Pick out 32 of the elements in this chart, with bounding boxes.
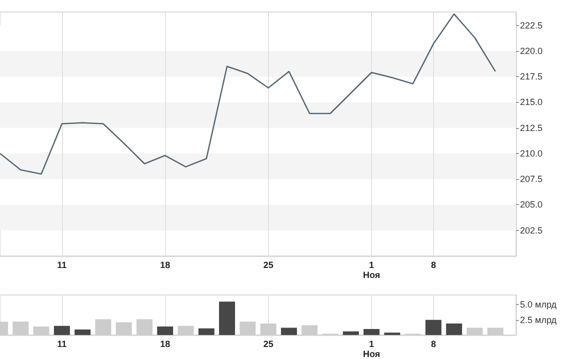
bar	[280, 328, 297, 335]
bar	[364, 328, 380, 335]
x-tick-label: 1 Ноя	[362, 260, 380, 280]
y-tick-label: 5.0 млрд	[520, 300, 558, 310]
x-tick-label: 18	[160, 260, 170, 270]
x-tick-label: 8	[430, 260, 436, 270]
x-tick-label: 25	[263, 339, 274, 349]
y-tick-label: 220.0	[520, 46, 543, 56]
bar	[219, 302, 236, 335]
x-tick-label: 25	[263, 260, 274, 270]
y-tick-label: 207.5	[520, 174, 543, 184]
bar	[157, 326, 174, 335]
bar	[446, 323, 462, 335]
y-tick-label: 212.5	[520, 122, 543, 133]
y-tick-label: 222.5	[520, 20, 543, 30]
y-tick-label: 217.5	[520, 72, 543, 82]
x-tick-label: 11	[57, 260, 67, 270]
line-series	[0, 13, 496, 175]
y-tick-label: 210.0	[520, 148, 543, 158]
bar	[54, 326, 70, 335]
x-tick-label: 11	[57, 339, 67, 349]
bar	[198, 328, 214, 335]
x-tick-label: 1 Ноя	[362, 339, 380, 359]
y-tick-label: 202.5	[520, 225, 543, 236]
x-tick-label: 18	[160, 339, 170, 349]
y-tick-label: 205.0	[520, 200, 543, 210]
x-tick-label: 8	[430, 339, 436, 349]
y-tick-label: 2.5 млрд	[520, 314, 558, 325]
bar	[74, 330, 91, 335]
y-tick-label: 215.0	[520, 97, 543, 108]
bar	[342, 331, 359, 335]
bar	[425, 320, 442, 335]
